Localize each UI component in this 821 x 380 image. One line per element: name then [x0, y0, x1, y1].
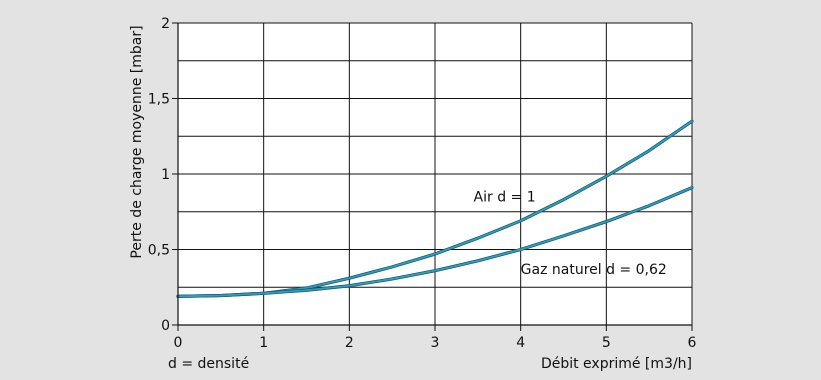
y-tick-label-1: 0,5: [148, 243, 170, 259]
x-tick-label-6: 6: [688, 335, 697, 351]
axes: 0 1 2 3 4 5 6 0 0,5 1 1,5 2: [148, 16, 697, 351]
x-tick-label-0: 0: [174, 335, 183, 351]
x-axis-label: Débit exprimé [m3/h]: [541, 356, 692, 372]
y-tick-label-2: 1: [161, 167, 170, 183]
series-layer: [176, 119, 694, 298]
y-axis-label: Perte de charge moyenne [mbar]: [129, 25, 145, 258]
series-labels: Air d = 1 Gaz naturel d = 0,62: [474, 190, 667, 278]
y-tick-label-0: 0: [161, 318, 170, 334]
x-tick-label-3: 3: [431, 335, 440, 351]
x-tick-label-4: 4: [516, 335, 525, 351]
series-line-1: [177, 186, 693, 298]
y-tick-label-3: 1,5: [148, 92, 170, 108]
x-tick-label-5: 5: [602, 335, 611, 351]
series-label-air: Air d = 1: [474, 190, 536, 206]
y-tick-label-4: 2: [161, 16, 170, 32]
density-note: d = densité: [168, 356, 249, 372]
x-tick-label-1: 1: [259, 335, 268, 351]
series-label-gaz: Gaz naturel d = 0,62: [521, 262, 667, 278]
x-tick-label-2: 2: [345, 335, 354, 351]
